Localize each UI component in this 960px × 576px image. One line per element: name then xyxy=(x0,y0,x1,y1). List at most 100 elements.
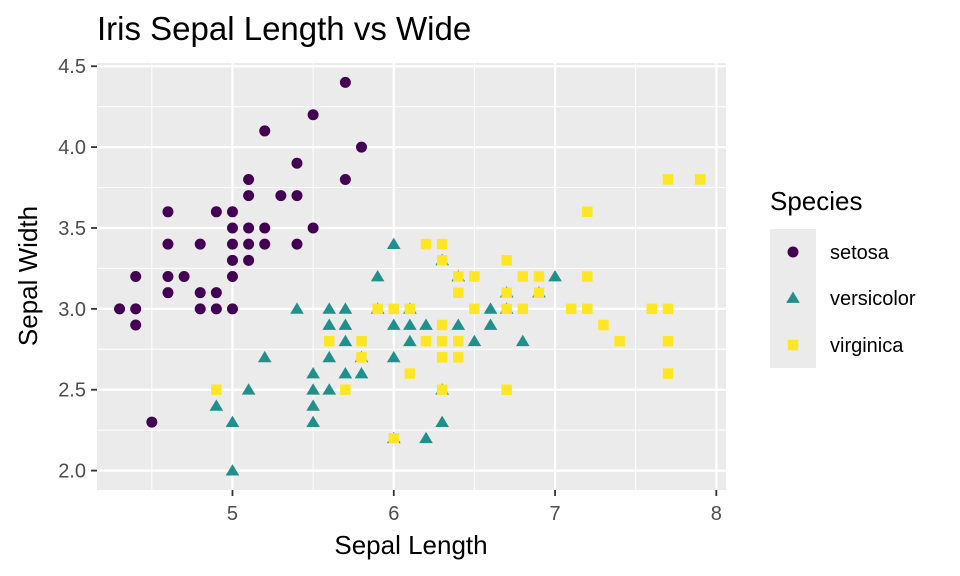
versicolor-point xyxy=(548,270,562,282)
setosa-point xyxy=(162,271,174,282)
virginica-point xyxy=(420,238,432,250)
virginica-point xyxy=(404,303,416,315)
setosa-point xyxy=(307,222,319,234)
virginica-point xyxy=(662,174,674,185)
setosa-point xyxy=(194,287,206,299)
setosa-point xyxy=(114,303,126,315)
virginica-point xyxy=(453,287,464,298)
setosa-point xyxy=(243,190,255,202)
virginica-point xyxy=(662,335,674,347)
virginica-point xyxy=(501,303,512,315)
setosa-point xyxy=(339,76,351,88)
virginica-point xyxy=(646,303,658,315)
virginica-point xyxy=(501,255,512,266)
virginica-point xyxy=(404,368,416,379)
setosa-point xyxy=(259,222,271,234)
setosa-point xyxy=(259,238,271,250)
virginica-point xyxy=(517,271,529,282)
setosa-point xyxy=(307,109,319,121)
versicolor-point xyxy=(354,367,369,379)
virginica-point xyxy=(436,255,448,266)
virginica-point xyxy=(356,352,367,363)
setosa-point xyxy=(162,238,174,250)
x-tick-label: 7 xyxy=(549,503,560,525)
virginica-point xyxy=(453,271,464,282)
setosa-point xyxy=(210,287,222,299)
virginica-point xyxy=(436,384,448,395)
virginica-point xyxy=(598,319,609,331)
virginica-point xyxy=(694,174,706,185)
y-axis-title: Sepal Width xyxy=(13,206,43,346)
legend-key-versicolor xyxy=(786,291,800,303)
setosa-point xyxy=(130,303,142,315)
versicolor-point xyxy=(435,415,449,427)
versicolor-point xyxy=(370,270,385,282)
versicolor-point xyxy=(386,318,401,330)
setosa-point xyxy=(339,173,351,185)
versicolor-point xyxy=(338,302,353,314)
virginica-point xyxy=(372,303,383,315)
x-axis-title: Sepal Length xyxy=(334,530,487,560)
setosa-point xyxy=(243,238,255,250)
chart-title: Iris Sepal Length vs Wide xyxy=(97,10,471,47)
versicolor-point xyxy=(419,431,433,444)
versicolor-point xyxy=(338,318,353,330)
virginica-point xyxy=(388,303,400,315)
setosa-point xyxy=(226,303,238,315)
virginica-point xyxy=(211,384,222,395)
versicolor-point xyxy=(322,350,337,363)
versicolor-point xyxy=(451,318,466,330)
x-tick-label: 8 xyxy=(711,503,722,525)
virginica-point xyxy=(533,287,545,298)
setosa-point xyxy=(210,303,222,315)
versicolor-point xyxy=(403,334,417,347)
x-tick-label: 6 xyxy=(388,503,399,525)
minor-gridlines xyxy=(97,63,726,490)
versicolor-point xyxy=(419,318,433,330)
versicolor-point xyxy=(306,399,320,411)
setosa-point xyxy=(226,206,238,218)
setosa-point xyxy=(130,319,142,331)
versicolor-point xyxy=(306,415,320,427)
setosa-point xyxy=(178,271,190,282)
legend: Species setosa versicolor virginica xyxy=(770,186,916,368)
versicolor-point xyxy=(338,367,353,379)
virginica-point xyxy=(436,238,448,250)
setosa-point xyxy=(226,254,238,266)
virginica-point xyxy=(582,271,593,282)
legend-entries: setosa versicolor virginica xyxy=(786,242,916,357)
setosa-point xyxy=(275,190,287,202)
y-axis: 2.0 2.5 3.0 3.5 4.0 4.5 xyxy=(58,56,97,483)
y-tick-label: 2.5 xyxy=(58,380,86,402)
versicolor-point xyxy=(386,237,401,250)
setosa-point xyxy=(259,125,271,137)
versicolor-point xyxy=(467,334,482,347)
virginica-point xyxy=(356,335,367,347)
setosa-point xyxy=(226,222,238,234)
virginica-point xyxy=(582,206,593,218)
virginica-point xyxy=(388,432,400,444)
versicolor-point xyxy=(209,399,224,411)
virginica-point xyxy=(662,303,674,315)
virginica-point xyxy=(340,384,351,395)
versicolor-point xyxy=(322,302,337,314)
versicolor-point xyxy=(225,464,240,476)
versicolor-point xyxy=(225,415,240,427)
setosa-point xyxy=(130,271,142,282)
x-axis: 5 6 7 8 xyxy=(227,490,722,525)
setosa-point xyxy=(243,173,255,185)
versicolor-point xyxy=(386,350,401,363)
virginica-point xyxy=(565,303,577,315)
virginica-point xyxy=(469,303,480,315)
versicolor-point xyxy=(483,318,498,330)
virginica-point xyxy=(582,303,593,315)
setosa-point xyxy=(356,141,368,153)
setosa-point xyxy=(194,303,206,315)
setosa-point xyxy=(291,190,303,202)
virginica-point xyxy=(533,271,545,282)
versicolor-point xyxy=(403,318,417,330)
versicolor-point xyxy=(515,334,530,347)
y-tick-label: 2.0 xyxy=(58,461,86,483)
y-tick-label: 3.5 xyxy=(58,218,86,240)
